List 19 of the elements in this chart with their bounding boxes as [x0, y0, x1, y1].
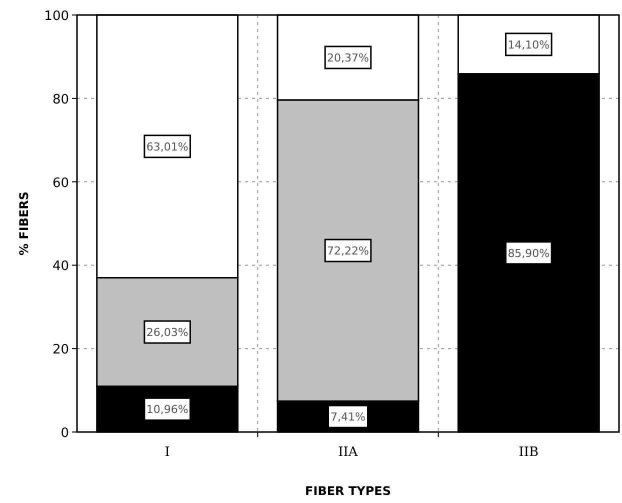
y-tick-label: 60	[52, 176, 69, 191]
y-tick-label: 0	[60, 426, 69, 441]
data-label: 85,90%	[508, 246, 550, 260]
x-tick-label: I	[164, 445, 170, 460]
x-tick-label: IIB	[518, 445, 539, 460]
data-label: 10,96%	[146, 403, 188, 416]
x-axis-title: FIBER TYPES	[305, 484, 391, 498]
y-tick-label: 20	[52, 342, 69, 358]
data-label: 26,03%	[146, 326, 188, 340]
data-label: 20,37%	[327, 51, 369, 64]
data-label: 72,22%	[327, 244, 369, 258]
y-tick-label: 40	[52, 259, 69, 274]
data-label: 7,41%	[330, 410, 366, 424]
data-label: 14,10%	[508, 38, 550, 52]
y-axis-title: % FIBERS	[17, 191, 31, 256]
data-label: 63,01%	[146, 140, 188, 154]
y-tick-label: 80	[52, 92, 69, 108]
x-tick-label: IIA	[338, 445, 358, 460]
y-tick-label: 100	[44, 9, 69, 24]
